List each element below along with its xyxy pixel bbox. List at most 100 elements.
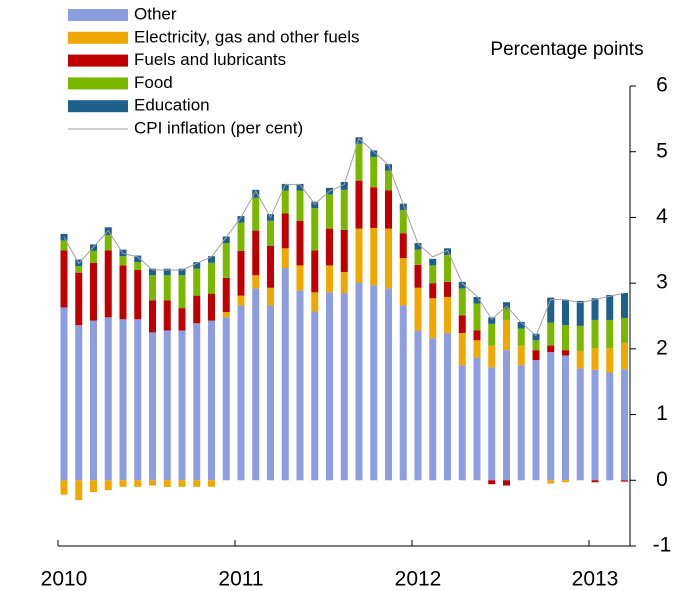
bar-segment bbox=[370, 150, 378, 157]
bar-segment bbox=[606, 319, 614, 349]
bar-segment bbox=[178, 268, 186, 276]
bar-segment bbox=[237, 222, 245, 251]
bar-segment bbox=[591, 298, 599, 320]
bar-segment bbox=[606, 294, 614, 320]
bar-segment bbox=[281, 183, 289, 191]
legend-swatch bbox=[68, 100, 128, 113]
bar-segment bbox=[208, 256, 215, 263]
bar-segment bbox=[458, 315, 466, 334]
bar-segment bbox=[267, 245, 274, 288]
bar-segment bbox=[340, 181, 348, 190]
bar-segment bbox=[75, 266, 83, 273]
bar-segment bbox=[473, 296, 481, 304]
bar-segment bbox=[488, 317, 496, 324]
bar-segment bbox=[208, 480, 215, 487]
bar-segment bbox=[75, 272, 83, 326]
y-tick-label: 4 bbox=[656, 205, 668, 228]
bar-segment bbox=[193, 268, 201, 296]
bar-segment bbox=[562, 325, 569, 351]
bar-segment bbox=[444, 248, 451, 255]
bar-segment bbox=[488, 367, 496, 481]
bar-segment bbox=[340, 271, 348, 293]
bar-segment bbox=[104, 480, 112, 491]
bar-segment bbox=[517, 328, 525, 346]
bar-segment bbox=[119, 319, 127, 481]
bar-segment bbox=[355, 282, 363, 481]
bar-segment bbox=[370, 227, 378, 286]
bar-segment bbox=[222, 312, 230, 318]
bar-segment bbox=[517, 345, 525, 366]
bar-segment bbox=[281, 268, 289, 481]
bar-segment bbox=[267, 220, 274, 246]
bar-segment bbox=[296, 183, 304, 191]
bar-segment bbox=[517, 365, 525, 481]
bar-segment bbox=[473, 340, 481, 358]
bar-segment bbox=[296, 220, 304, 266]
bar-segment bbox=[267, 305, 274, 481]
bar-segment bbox=[163, 275, 171, 301]
bar-segment bbox=[193, 480, 201, 487]
bar-segment bbox=[429, 338, 437, 481]
bar-segment bbox=[193, 262, 201, 269]
x-tick-label: 2013 bbox=[572, 568, 619, 591]
bar-segment bbox=[208, 320, 215, 481]
bar-segment bbox=[296, 265, 304, 291]
bar-segment bbox=[458, 288, 466, 316]
bar-segment bbox=[517, 321, 525, 329]
bar-segment bbox=[90, 320, 97, 481]
bar-segment bbox=[503, 319, 510, 351]
legend-swatch bbox=[68, 54, 128, 67]
bar-segment bbox=[163, 330, 171, 481]
bar-segment bbox=[370, 156, 378, 188]
bar-segment bbox=[163, 268, 171, 276]
bar-segment bbox=[134, 480, 142, 487]
bar-segment bbox=[281, 213, 289, 249]
bar-segment bbox=[547, 480, 555, 484]
y-tick-label: 6 bbox=[656, 74, 668, 97]
bar-segment bbox=[562, 300, 569, 326]
legend-label: Food bbox=[134, 73, 173, 92]
bar-segment bbox=[532, 333, 540, 341]
bar-segment bbox=[237, 216, 245, 223]
bar-segment bbox=[178, 275, 186, 309]
bar-segment bbox=[163, 300, 171, 331]
bar-segment bbox=[149, 275, 156, 301]
bar-segment bbox=[119, 265, 127, 320]
y-tick-label: 1 bbox=[656, 402, 668, 425]
y-axis-title: Percentage points bbox=[490, 39, 643, 60]
line bbox=[63, 137, 625, 337]
bar-segment bbox=[149, 300, 156, 333]
bar-segment bbox=[606, 348, 614, 373]
bar-segment bbox=[532, 340, 540, 351]
bar-segment bbox=[576, 368, 584, 481]
legend-swatch bbox=[68, 31, 128, 44]
bar-segment bbox=[547, 297, 555, 323]
bar-segment bbox=[222, 277, 230, 313]
y-tick-label: 3 bbox=[656, 271, 668, 294]
bar-segment bbox=[488, 323, 496, 346]
bar-segment bbox=[326, 228, 333, 266]
bar-segment bbox=[75, 480, 83, 500]
bar-segment bbox=[385, 288, 392, 481]
bar-segment bbox=[134, 270, 142, 320]
y-tick-label: -1 bbox=[653, 534, 672, 557]
bar-segment bbox=[355, 143, 363, 181]
bar-segment bbox=[149, 268, 156, 276]
bar-segment bbox=[222, 243, 230, 278]
bar-segment bbox=[237, 250, 245, 296]
bar-segment bbox=[104, 317, 112, 481]
bar-segment bbox=[503, 480, 510, 486]
bar-segment bbox=[429, 283, 437, 299]
legend-swatch bbox=[68, 9, 128, 21]
bar-segment bbox=[488, 345, 496, 368]
bar-segment bbox=[591, 480, 599, 483]
bar-segment bbox=[370, 187, 378, 228]
y-tick-label: 5 bbox=[656, 139, 668, 162]
bar-segment bbox=[458, 365, 466, 481]
bar-segment bbox=[591, 369, 599, 481]
y-tick-label: 0 bbox=[656, 468, 668, 491]
bar-segment bbox=[252, 288, 260, 481]
bar-segment bbox=[414, 243, 422, 250]
bar-segment bbox=[193, 323, 201, 481]
bar-segment bbox=[119, 480, 127, 487]
